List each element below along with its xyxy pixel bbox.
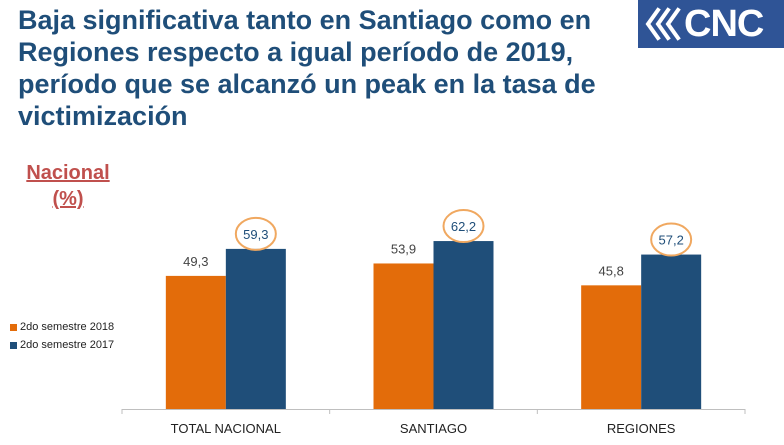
legend-swatch (10, 323, 17, 331)
data-label: 57,2 (659, 233, 684, 248)
highlight-circle (442, 209, 485, 244)
logo-text: CNC (684, 3, 764, 45)
highlight-circle (650, 222, 693, 257)
slide-title: Baja significativa tanto en Santiago com… (18, 4, 618, 132)
legend-label: 2do semestre 2018 (20, 321, 115, 333)
chart-subtitle: Nacional (%) (20, 160, 116, 212)
x-tick-label: TOTAL NACIONAL (171, 421, 281, 436)
chart-legend: 2do semestre 2018 2do semestre 2017 (10, 318, 114, 354)
subtitle-line: Nacional (26, 162, 110, 184)
bar (433, 241, 494, 409)
bar (641, 254, 702, 409)
x-tick-label: SANTIAGO (400, 421, 467, 436)
title-line: victimización (18, 101, 188, 131)
bar (165, 275, 226, 409)
data-label: 53,9 (391, 241, 416, 256)
data-label: 45,8 (599, 263, 624, 278)
highlight-circle (234, 216, 277, 251)
data-label: 59,3 (243, 227, 268, 242)
data-label: 62,2 (451, 219, 476, 234)
bar (581, 285, 642, 409)
cnc-logo-mark-icon (645, 7, 681, 41)
bar (373, 263, 434, 409)
legend-swatch (10, 341, 17, 349)
legend-item: 2do semestre 2018 (10, 318, 114, 336)
title-line: período que se alcanzó un peak en la tas… (18, 69, 596, 99)
data-label: 49,3 (183, 254, 208, 269)
title-line: Regiones respecto a igual período de 201… (18, 37, 574, 67)
bar (225, 248, 286, 409)
title-line: Baja significativa tanto en Santiago com… (18, 5, 592, 35)
legend-label: 2do semestre 2017 (20, 339, 115, 351)
legend-item: 2do semestre 2017 (10, 336, 114, 354)
subtitle-line: (%) (52, 188, 84, 210)
x-tick-label: REGIONES (607, 421, 676, 436)
cnc-logo: CNC (638, 0, 784, 48)
